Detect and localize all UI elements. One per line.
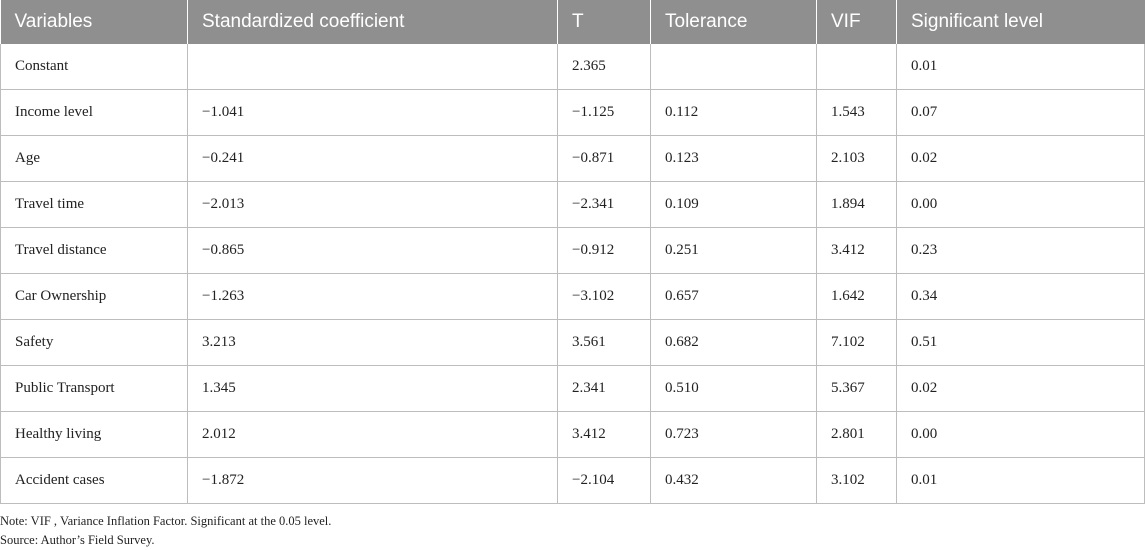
table-header: Variables Standardized coefficient T Tol…	[0, 0, 1145, 44]
header-row: Variables Standardized coefficient T Tol…	[0, 0, 1145, 44]
table-row: Travel distance −0.865 −0.912 0.251 3.412 0.2…	[0, 227, 1145, 274]
cell-vif: 1.642	[816, 273, 897, 320]
cell-standardized-coefficient: −1.041	[187, 89, 558, 136]
cell-vif	[816, 44, 897, 90]
regression-table: Variables Standardized coefficient T Tol…	[0, 0, 1145, 504]
cell-t: 2.365	[557, 44, 651, 90]
cell-variable: Age	[0, 135, 188, 182]
cell-vif: 2.103	[816, 135, 897, 182]
cell-variable: Healthy living	[0, 411, 188, 458]
cell-significant-level: 0.02	[896, 365, 1145, 412]
header-variables: Variables	[0, 0, 188, 44]
cell-standardized-coefficient: −2.013	[187, 181, 558, 228]
cell-vif: 2.801	[816, 411, 897, 458]
cell-tolerance: 0.510	[650, 365, 817, 412]
cell-significant-level: 0.23	[896, 227, 1145, 274]
cell-t: −3.102	[557, 273, 651, 320]
cell-significant-level: 0.00	[896, 411, 1145, 458]
cell-t: 3.561	[557, 319, 651, 366]
cell-vif: 7.102	[816, 319, 897, 366]
cell-variable: Constant	[0, 44, 188, 90]
cell-variable: Income level	[0, 89, 188, 136]
header-tolerance: Tolerance	[650, 0, 817, 44]
cell-t: −2.104	[557, 457, 651, 504]
cell-standardized-coefficient: −0.865	[187, 227, 558, 274]
header-significant-level: Significant level	[896, 0, 1145, 44]
note-text: Note: VIF , Variance Inflation Factor. S…	[0, 514, 332, 528]
table-row: Safety 3.213 3.561 0.682 7.102 0.51	[0, 319, 1145, 366]
cell-t: −0.912	[557, 227, 651, 274]
cell-vif: 1.543	[816, 89, 897, 136]
cell-standardized-coefficient: −1.872	[187, 457, 558, 504]
regression-table-container: Variables Standardized coefficient T Tol…	[0, 0, 1145, 504]
cell-vif: 5.367	[816, 365, 897, 412]
cell-tolerance: 0.251	[650, 227, 817, 274]
cell-variable: Accident cases	[0, 457, 188, 504]
cell-variable: Travel distance	[0, 227, 188, 274]
cell-t: −0.871	[557, 135, 651, 182]
cell-standardized-coefficient: −1.263	[187, 273, 558, 320]
table-row: Age −0.241 −0.871 0.123 2.103 0.02	[0, 135, 1145, 182]
cell-vif: 3.412	[816, 227, 897, 274]
cell-vif: 3.102	[816, 457, 897, 504]
header-vif: VIF	[816, 0, 897, 44]
cell-t: 2.341	[557, 365, 651, 412]
cell-variable: Travel time	[0, 181, 188, 228]
cell-significant-level: 0.34	[896, 273, 1145, 320]
cell-t: −1.125	[557, 89, 651, 136]
source-text: Source: Author’s Field Survey.	[0, 533, 155, 547]
table-body: Constant 2.365 0.01 Income level −1.041 −1.12…	[0, 44, 1145, 504]
cell-tolerance: 0.657	[650, 273, 817, 320]
table-row: Accident cases −1.872 −2.104 0.432 3.102 0.01	[0, 457, 1145, 504]
cell-variable: Safety	[0, 319, 188, 366]
cell-significant-level: 0.51	[896, 319, 1145, 366]
cell-variable: Public Transport	[0, 365, 188, 412]
cell-t: 3.412	[557, 411, 651, 458]
cell-vif: 1.894	[816, 181, 897, 228]
cell-significant-level: 0.00	[896, 181, 1145, 228]
cell-standardized-coefficient: −0.241	[187, 135, 558, 182]
table-row: Car Ownership −1.263 −3.102 0.657 1.642 0.34	[0, 273, 1145, 320]
header-t: T	[557, 0, 651, 44]
cell-significant-level: 0.02	[896, 135, 1145, 182]
cell-significant-level: 0.01	[896, 44, 1145, 90]
table-row: Travel time −2.013 −2.341 0.109 1.894 0.00	[0, 181, 1145, 228]
cell-tolerance: 0.432	[650, 457, 817, 504]
cell-tolerance: 0.112	[650, 89, 817, 136]
cell-tolerance: 0.123	[650, 135, 817, 182]
cell-standardized-coefficient: 3.213	[187, 319, 558, 366]
cell-variable: Car Ownership	[0, 273, 188, 320]
cell-standardized-coefficient	[187, 44, 558, 90]
table-row: Income level −1.041 −1.125 0.112 1.543 0.07	[0, 89, 1145, 136]
table-row: Public Transport 1.345 2.341 0.510 5.367 0.02	[0, 365, 1145, 412]
cell-tolerance: 0.723	[650, 411, 817, 458]
cell-tolerance: 0.682	[650, 319, 817, 366]
header-standardized-coefficient: Standardized coefficient	[187, 0, 558, 44]
cell-t: −2.341	[557, 181, 651, 228]
cell-tolerance	[650, 44, 817, 90]
table-row: Constant 2.365 0.01	[0, 44, 1145, 90]
table-notes: Note: VIF , Variance Inflation Factor. S…	[0, 512, 331, 550]
cell-tolerance: 0.109	[650, 181, 817, 228]
cell-standardized-coefficient: 1.345	[187, 365, 558, 412]
cell-significant-level: 0.07	[896, 89, 1145, 136]
cell-significant-level: 0.01	[896, 457, 1145, 504]
cell-standardized-coefficient: 2.012	[187, 411, 558, 458]
table-row: Healthy living 2.012 3.412 0.723 2.801 0.00	[0, 411, 1145, 458]
